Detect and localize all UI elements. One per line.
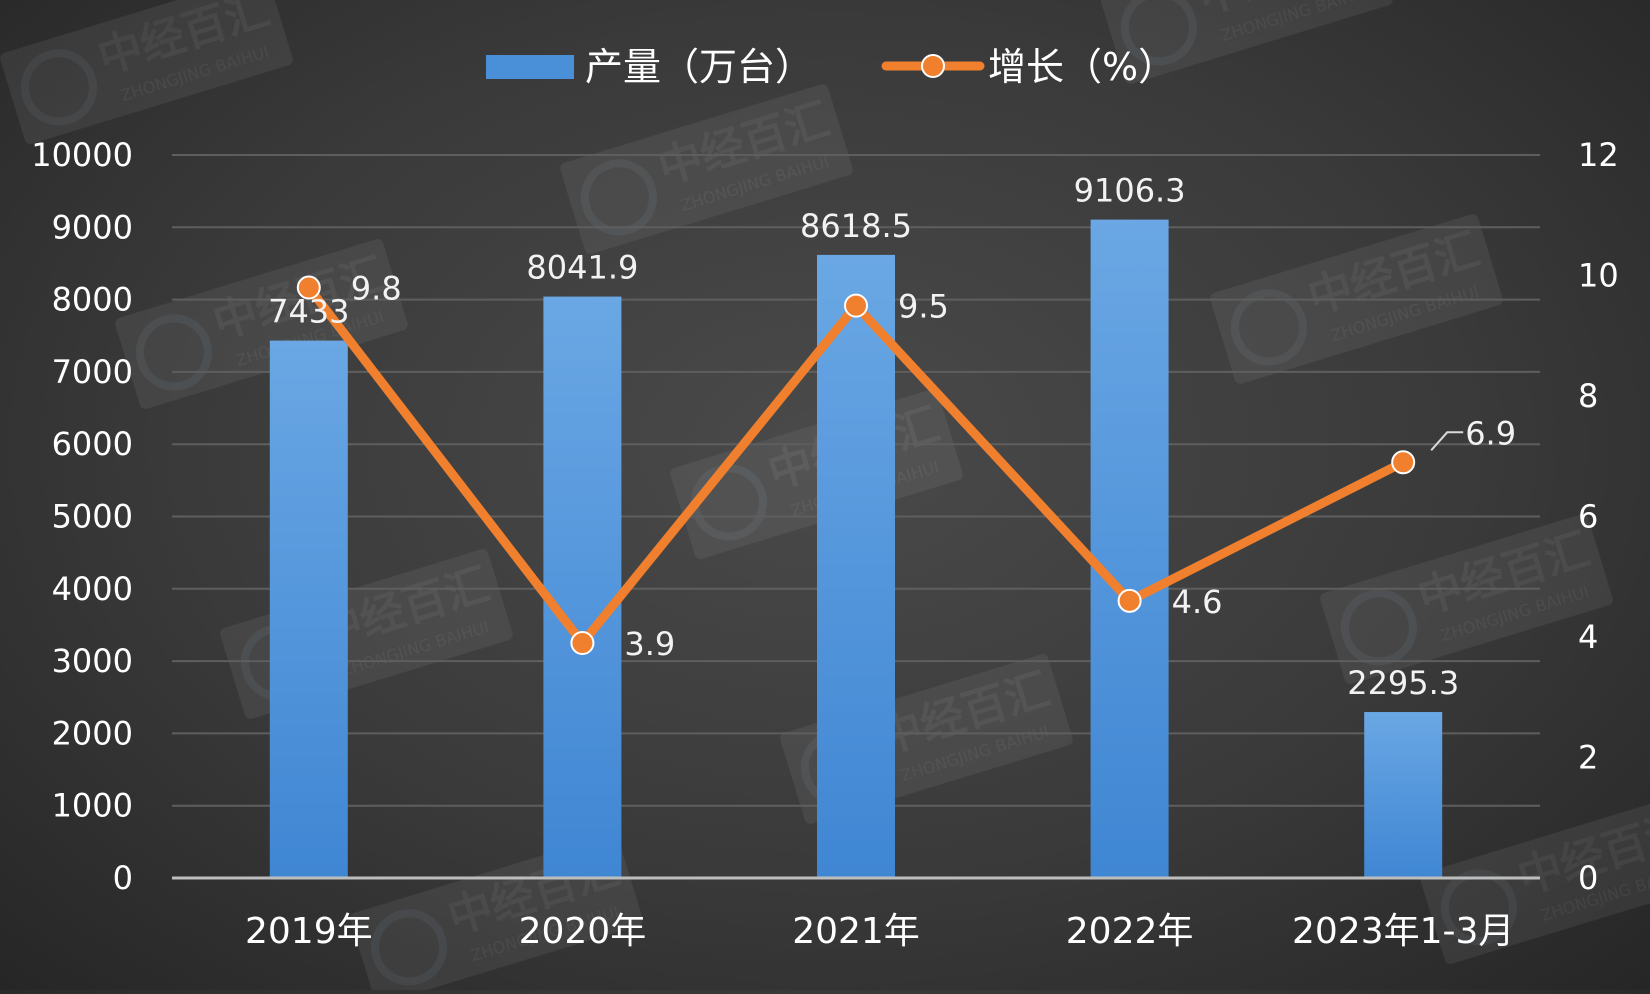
line-data-label: 3.9 bbox=[624, 625, 675, 663]
legend-line-marker bbox=[921, 54, 945, 78]
legend-bar-label: 产量（万台） bbox=[585, 45, 813, 89]
y-right-tick-label: 2 bbox=[1578, 739, 1598, 777]
x-tick-label: 2022年 bbox=[1066, 911, 1194, 952]
line-data-label: 9.8 bbox=[351, 270, 402, 308]
line-data-label: 6.9 bbox=[1465, 414, 1516, 452]
watermark-logo-icon bbox=[20, 49, 97, 126]
watermark-logo-icon bbox=[1120, 0, 1197, 66]
watermark-plate bbox=[115, 239, 408, 409]
y-left-tick-label: 5000 bbox=[52, 498, 133, 536]
watermark-logo-icon bbox=[1230, 289, 1307, 366]
watermark-logo-icon bbox=[370, 909, 447, 986]
y-right-tick-label: 10 bbox=[1578, 257, 1619, 295]
x-tick-label: 2019年 bbox=[245, 911, 373, 952]
watermark-plate bbox=[560, 84, 853, 254]
watermark-plate bbox=[1100, 0, 1393, 84]
bar-2023年1-3月 bbox=[1364, 712, 1443, 878]
line-data-label: 9.5 bbox=[898, 288, 949, 326]
growth-point-2023年1-3月 bbox=[1391, 450, 1416, 475]
bar-data-label: 8618.5 bbox=[800, 207, 912, 245]
y-left-tick-label: 6000 bbox=[52, 425, 133, 463]
bar-data-label: 7433 bbox=[268, 293, 349, 331]
watermark-plate bbox=[1320, 514, 1613, 684]
watermark-logo-icon bbox=[1440, 869, 1517, 946]
bar-2020年 bbox=[543, 296, 622, 878]
growth-point-2022年 bbox=[1117, 588, 1142, 613]
bar-data-label: 2295.3 bbox=[1347, 664, 1459, 702]
y-left-tick-label: 10000 bbox=[31, 136, 133, 174]
bar-data-label: 8041.9 bbox=[526, 249, 638, 287]
watermark-logo-icon bbox=[580, 159, 657, 236]
line-series bbox=[296, 275, 1416, 656]
y-left-tick-label: 4000 bbox=[52, 570, 133, 608]
growth-point-2019年 bbox=[296, 275, 321, 300]
growth-point-2020年 bbox=[570, 631, 595, 656]
y-right-tick-label: 12 bbox=[1578, 136, 1619, 174]
y-right-tick-label: 0 bbox=[1578, 859, 1598, 897]
growth-point-2021年 bbox=[844, 293, 868, 318]
legend: 产量（万台） 增长（%） bbox=[486, 45, 1176, 89]
bar-2022年 bbox=[1090, 219, 1169, 879]
line-data-label: 4.6 bbox=[1172, 583, 1223, 621]
watermark-logo-icon bbox=[135, 314, 212, 391]
y-left-tick-label: 1000 bbox=[52, 787, 133, 825]
y-left-tick-label: 9000 bbox=[52, 208, 133, 246]
y-right-tick-label: 4 bbox=[1578, 618, 1598, 656]
x-tick-label: 2023年1-3月 bbox=[1292, 911, 1514, 952]
y-left-tick-label: 2000 bbox=[52, 714, 133, 752]
y-left-tick-label: 7000 bbox=[52, 353, 133, 391]
legend-bar-swatch bbox=[486, 55, 574, 79]
data-labels: 7433 8041.9 8618.5 9106.3 2295.3 9.8 3.9 9.5 4.6… bbox=[268, 172, 1516, 702]
axes: 0100020003000400050006000700080009000100… bbox=[31, 136, 1619, 952]
watermark-logo-icon bbox=[1340, 589, 1417, 666]
bar-2021年 bbox=[817, 254, 895, 878]
y-left-tick-label: 0 bbox=[113, 859, 133, 897]
y-right-tick-label: 8 bbox=[1578, 377, 1598, 415]
x-tick-label: 2020年 bbox=[519, 911, 647, 952]
watermark-plate bbox=[0, 0, 293, 144]
bar-series bbox=[269, 219, 1443, 879]
y-left-tick-label: 8000 bbox=[52, 281, 133, 319]
y-left-tick-label: 3000 bbox=[52, 642, 133, 680]
leader-line bbox=[1430, 431, 1464, 451]
bar-data-label: 9106.3 bbox=[1074, 172, 1186, 210]
watermark-plate bbox=[1420, 794, 1650, 964]
y-right-tick-label: 6 bbox=[1578, 498, 1598, 536]
x-tick-label: 2021年 bbox=[792, 911, 920, 952]
bar-2019年 bbox=[269, 340, 348, 878]
legend-line-label: 增长（%） bbox=[988, 45, 1176, 89]
